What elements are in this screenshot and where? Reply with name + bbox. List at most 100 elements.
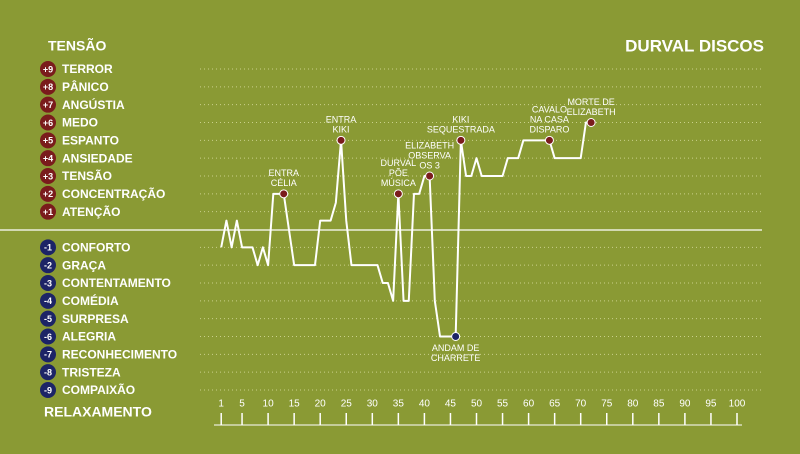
event-marker [425,171,435,181]
level-number: +6 [43,118,53,128]
event-label: NA CASA [530,115,569,125]
level-name: ATENÇÃO [62,204,120,219]
event-marker [451,332,461,341]
level-number: +1 [43,207,53,217]
x-tick-label: 15 [289,399,301,410]
level-number: +2 [43,189,53,199]
chart-title: DURVAL DISCOS [625,36,764,55]
level-name: ALEGRIA [62,330,116,344]
event-label: KIKI [333,125,350,135]
event-label: MÚSICA [381,178,416,188]
event-label: CHARRETE [431,353,481,363]
event-label: ENTRA [268,168,299,178]
level-badge [40,185,56,202]
x-tick-label: 35 [393,399,405,410]
event-label: ELIZABETH [405,140,454,150]
level-badge [40,328,56,345]
level-number: -7 [44,350,52,360]
level-name: SURPRESA [62,312,129,326]
level-number: -8 [44,368,52,378]
level-number: +3 [43,171,53,181]
level-name: TRISTEZA [62,365,121,379]
level-name: ESPANTO [62,134,119,148]
level-number: -9 [44,385,52,395]
x-tick-label: 50 [471,399,483,410]
event-marker [456,135,466,145]
event-label: OBSERVA [408,150,451,160]
x-tick-label: 100 [729,399,746,410]
level-number: +7 [43,100,53,110]
level-name: RECONHECIMENTO [62,348,177,362]
x-tick-label: 90 [679,399,691,410]
level-badge [40,346,56,363]
level-number: -2 [44,261,52,271]
level-badge [40,310,56,327]
x-tick-label: 85 [653,399,665,410]
level-number: +5 [43,136,53,146]
event-label: ENTRA [326,115,357,125]
x-tick-label: 75 [601,399,613,410]
bottom-label: RELAXAMENTO [44,404,152,420]
x-tick-label: 60 [523,399,535,410]
level-name: TENSÃO [62,168,112,183]
event-label: KIKI [452,115,469,125]
level-badge [40,257,56,274]
event-label: CÉLIA [271,178,297,188]
x-tick-label: 95 [705,399,717,410]
level-badge [40,61,56,77]
level-name: CONCENTRAÇÃO [62,186,165,201]
event-marker [336,135,346,145]
level-name: MEDO [62,116,98,130]
level-badge [40,132,56,149]
x-tick-label: 20 [315,399,327,410]
level-badge [40,275,56,291]
level-badge [40,96,56,113]
x-tick-label: 30 [367,399,379,410]
event-marker [393,189,403,199]
level-name: TERROR [62,62,113,76]
level-number: +8 [43,82,53,92]
level-badge [40,203,56,220]
event-label: ELIZABETH [567,107,616,117]
x-tick-label: 25 [341,399,353,410]
level-name: PÂNICO [62,79,109,94]
level-number: -5 [44,314,52,324]
level-number: -6 [44,332,52,342]
x-tick-label: 70 [575,399,587,410]
level-number: +9 [43,64,53,74]
level-name: GRAÇA [62,258,106,272]
event-label: PÕE [389,168,408,178]
event-marker [544,135,554,145]
level-badge [40,150,56,167]
x-tick-label: 65 [549,399,561,410]
level-number: -3 [44,278,52,288]
level-badge [40,364,56,381]
level-number: -1 [44,243,52,253]
event-label: ANDAM DE [432,343,480,353]
top-label: TENSÃO [48,37,106,54]
event-label: OS 3 [419,160,440,170]
event-label: MORTE DE [567,97,614,107]
level-name: COMPAIXÃO [62,382,135,397]
event-marker [586,118,596,127]
level-name: ANSIEDADE [62,151,133,165]
x-tick-label: 80 [627,399,639,410]
event-label: CAVALO [532,105,567,115]
x-tick-label: 45 [445,399,457,410]
level-badge [40,292,56,309]
event-label: DURVAL [381,158,417,168]
x-tick-label: 1 [218,399,224,410]
event-marker [279,189,289,199]
level-number: -4 [44,296,52,306]
level-name: COMÉDIA [62,293,119,308]
x-tick-label: 55 [497,399,509,410]
level-number: +4 [43,154,53,164]
level-badge [40,382,56,398]
x-tick-label: 10 [263,399,275,410]
level-badge [40,78,56,95]
level-badge [40,239,56,256]
level-badge [40,168,56,184]
level-name: CONTENTAMENTO [62,276,171,290]
x-tick-label: 5 [239,399,245,410]
